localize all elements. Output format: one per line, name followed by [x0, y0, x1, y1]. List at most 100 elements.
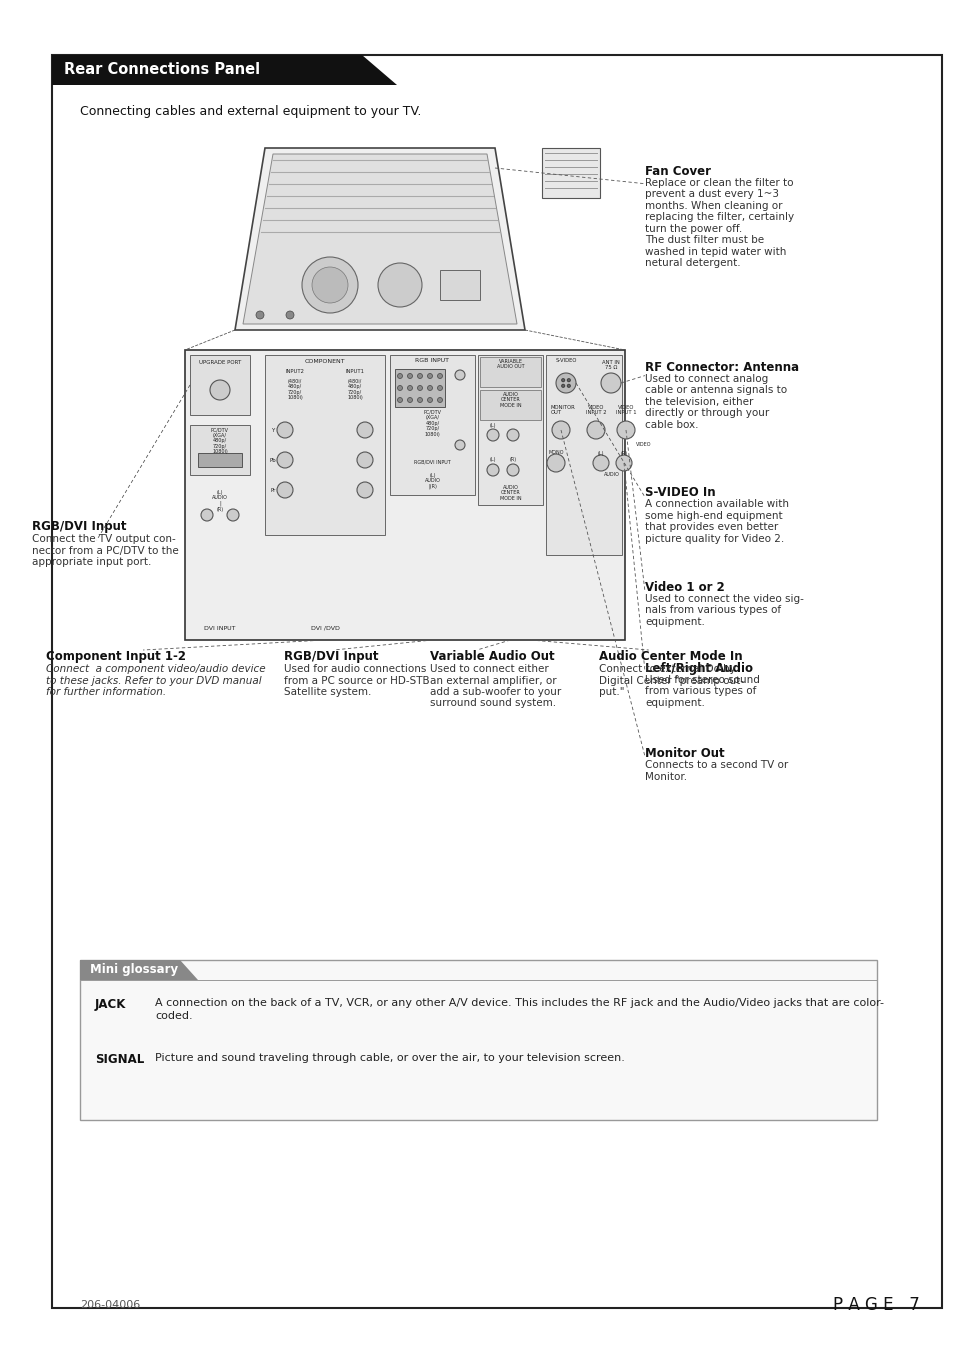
- Text: AUDIO: AUDIO: [603, 473, 619, 477]
- Circle shape: [356, 453, 373, 467]
- Text: Left/Right Audio: Left/Right Audio: [644, 662, 752, 676]
- Text: Satellite system.: Satellite system.: [284, 688, 372, 697]
- Text: PC/DTV
(XGA/
480p/
720p/
1080i): PC/DTV (XGA/ 480p/ 720p/ 1080i): [423, 409, 441, 436]
- Circle shape: [407, 397, 412, 403]
- Circle shape: [556, 373, 576, 393]
- Text: nector from a PC/DTV to the: nector from a PC/DTV to the: [31, 546, 178, 555]
- Text: Y: Y: [271, 427, 274, 432]
- Circle shape: [210, 380, 230, 400]
- Circle shape: [407, 385, 412, 390]
- Bar: [190, 355, 250, 415]
- Bar: [439, 270, 479, 300]
- Text: Pr: Pr: [270, 488, 275, 493]
- Circle shape: [586, 422, 604, 439]
- Bar: [390, 355, 475, 494]
- Text: INPUT2: INPUT2: [285, 369, 304, 374]
- Circle shape: [506, 463, 518, 476]
- Bar: [541, 149, 599, 199]
- Text: AUDIO
CENTER
MODE IN: AUDIO CENTER MODE IN: [499, 392, 520, 408]
- Circle shape: [486, 463, 498, 476]
- Text: SIGNAL: SIGNAL: [95, 1052, 144, 1066]
- Circle shape: [417, 373, 422, 378]
- Text: months. When cleaning or: months. When cleaning or: [644, 201, 781, 211]
- Text: The dust filter must be: The dust filter must be: [644, 235, 763, 246]
- Text: Connects to a second TV or: Connects to a second TV or: [644, 761, 787, 770]
- Circle shape: [546, 454, 564, 471]
- Circle shape: [600, 373, 620, 393]
- Text: coded.: coded.: [154, 1011, 193, 1021]
- Circle shape: [356, 422, 373, 438]
- Polygon shape: [243, 154, 517, 324]
- Bar: [265, 355, 385, 535]
- Text: AUDIO
CENTER
MODE IN: AUDIO CENTER MODE IN: [499, 485, 520, 501]
- Text: an external amplifier, or: an external amplifier, or: [430, 676, 557, 685]
- Text: (L): (L): [598, 450, 603, 455]
- Bar: [395, 369, 444, 407]
- Bar: [479, 390, 540, 420]
- Circle shape: [617, 422, 635, 439]
- Text: (L): (L): [489, 457, 496, 462]
- Circle shape: [455, 370, 464, 380]
- Text: put.": put.": [598, 688, 624, 697]
- Circle shape: [561, 378, 564, 382]
- Circle shape: [397, 373, 402, 378]
- Circle shape: [552, 422, 569, 439]
- Circle shape: [427, 373, 432, 378]
- Text: (480i/
480p/
720p/
1080i): (480i/ 480p/ 720p/ 1080i): [347, 380, 362, 400]
- Text: Pb: Pb: [270, 458, 276, 462]
- Text: VIDEO
INPUT 1: VIDEO INPUT 1: [615, 405, 636, 415]
- Bar: [80, 961, 876, 1120]
- Text: (L)
AUDIO
|(R): (L) AUDIO |(R): [424, 473, 440, 489]
- Text: Monitor.: Monitor.: [644, 771, 686, 782]
- Text: RGB/DVI Input: RGB/DVI Input: [31, 520, 126, 534]
- Text: S-VIDEO In: S-VIDEO In: [644, 486, 715, 500]
- Text: VARIABLE
AUDIO OUT: VARIABLE AUDIO OUT: [497, 359, 524, 369]
- Text: from various types of: from various types of: [644, 686, 756, 697]
- Circle shape: [417, 385, 422, 390]
- Text: S-VIDEO: S-VIDEO: [555, 358, 576, 363]
- Bar: [198, 453, 242, 467]
- Text: RF Connector: Antenna: RF Connector: Antenna: [644, 361, 799, 374]
- Text: equipment.: equipment.: [644, 698, 704, 708]
- Text: Replace or clean the filter to: Replace or clean the filter to: [644, 178, 793, 188]
- Text: Digital Center "preamp out-: Digital Center "preamp out-: [598, 676, 743, 685]
- Circle shape: [276, 453, 293, 467]
- Circle shape: [255, 311, 264, 319]
- Text: netural detergent.: netural detergent.: [644, 258, 740, 269]
- Text: A connection on the back of a TV, VCR, or any other A/V device. This includes th: A connection on the back of a TV, VCR, o…: [154, 998, 883, 1008]
- Text: RGB/DVI Input: RGB/DVI Input: [284, 650, 378, 663]
- Bar: [477, 355, 542, 505]
- Text: Connecting cables and external equipment to your TV.: Connecting cables and external equipment…: [80, 105, 421, 118]
- Text: Used for audio connections: Used for audio connections: [284, 663, 426, 674]
- Text: add a sub-woofer to your: add a sub-woofer to your: [430, 688, 561, 697]
- Text: prevent a dust every 1~3: prevent a dust every 1~3: [644, 189, 779, 200]
- Text: JACK: JACK: [95, 998, 126, 1011]
- Circle shape: [616, 455, 631, 471]
- Circle shape: [227, 509, 239, 521]
- Circle shape: [437, 373, 442, 378]
- Text: cable box.: cable box.: [644, 420, 698, 430]
- Text: Rear Connections Panel: Rear Connections Panel: [64, 62, 260, 77]
- Text: (480i/
480p/
720p/
1080i): (480i/ 480p/ 720p/ 1080i): [287, 380, 302, 400]
- Polygon shape: [234, 149, 524, 330]
- Text: Used to connect analog: Used to connect analog: [644, 374, 767, 384]
- Text: RGB/DVI INPUT: RGB/DVI INPUT: [414, 459, 451, 465]
- Bar: [545, 355, 621, 555]
- Text: Used for stereo sound: Used for stereo sound: [644, 676, 760, 685]
- Text: to these jacks. Refer to your DVD manual: to these jacks. Refer to your DVD manual: [46, 676, 261, 685]
- Text: Connect  a component video/audio device: Connect a component video/audio device: [46, 663, 265, 674]
- Text: Connect to external Dolby: Connect to external Dolby: [598, 663, 735, 674]
- Text: DVI /DVD: DVI /DVD: [311, 626, 339, 631]
- Circle shape: [437, 397, 442, 403]
- Text: 206-04006: 206-04006: [80, 1300, 140, 1310]
- Text: A connection available with: A connection available with: [644, 500, 788, 509]
- Circle shape: [437, 385, 442, 390]
- Circle shape: [286, 311, 294, 319]
- Circle shape: [427, 397, 432, 403]
- Text: Used to connect the video sig-: Used to connect the video sig-: [644, 594, 803, 604]
- Text: Used to connect either: Used to connect either: [430, 663, 548, 674]
- Text: (R): (R): [509, 457, 516, 462]
- Text: Connect the TV output con-: Connect the TV output con-: [31, 534, 175, 544]
- Text: for further information.: for further information.: [46, 688, 166, 697]
- Text: (R): (R): [619, 450, 627, 455]
